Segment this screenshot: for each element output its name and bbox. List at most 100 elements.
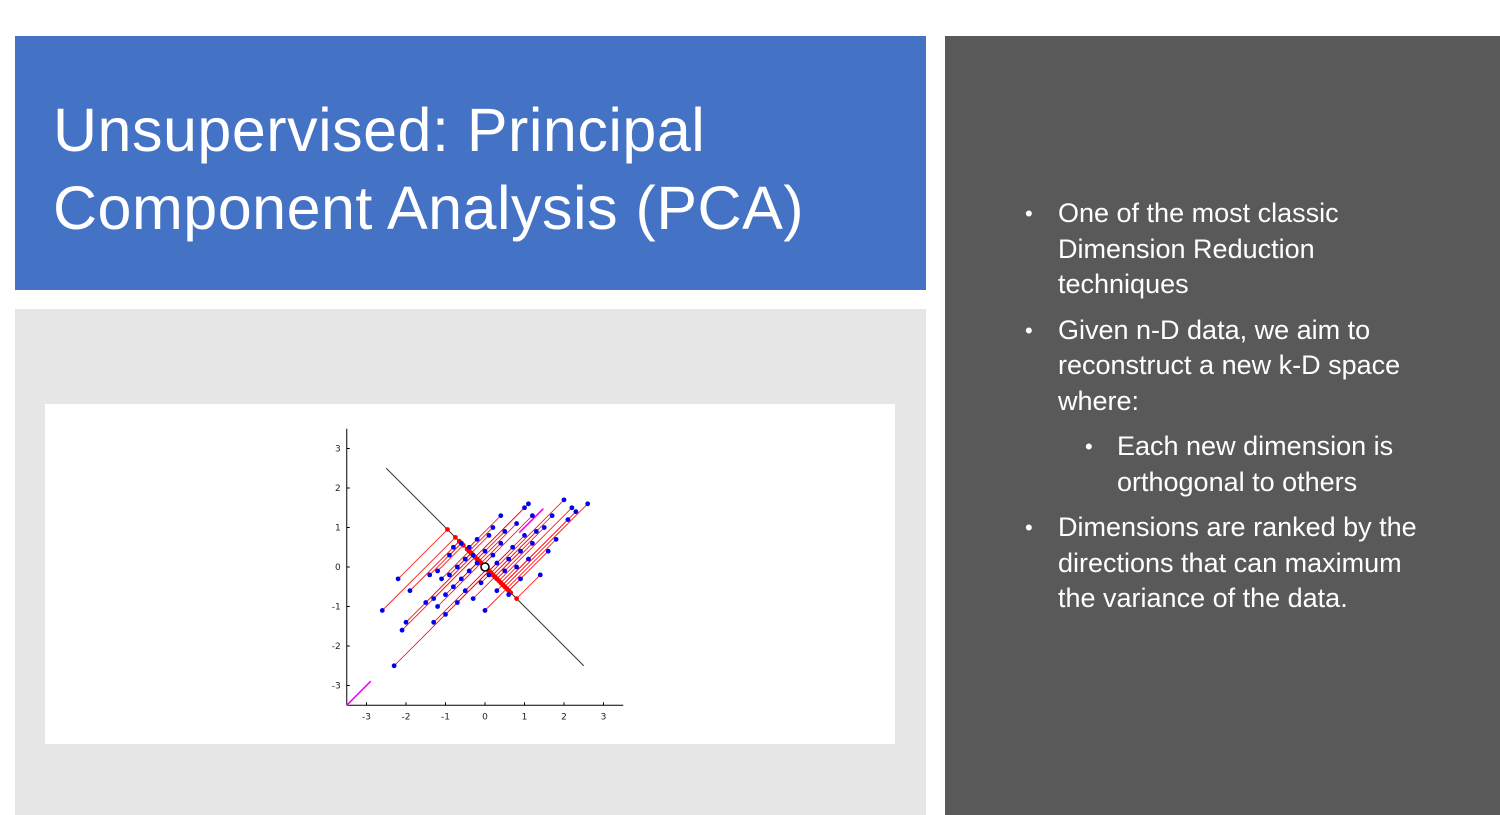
projection-line: [498, 507, 573, 582]
x-tick-label: 2: [561, 712, 567, 722]
projection-line: [508, 550, 549, 591]
projection-line: [425, 554, 474, 603]
data-point: [395, 576, 401, 582]
data-point: [486, 533, 492, 538]
data-point: [490, 525, 496, 530]
data-point: [553, 536, 559, 542]
projection-line: [441, 550, 470, 580]
data-point: [486, 572, 492, 578]
bullet-dot-icon: •: [1025, 317, 1033, 343]
bullet-text: Given n-D data, we aim to reconstruct a …: [1058, 314, 1401, 416]
data-point: [431, 596, 437, 601]
y-tick-label: 1: [335, 524, 341, 534]
data-point: [458, 576, 464, 582]
data-point: [482, 608, 488, 613]
projection-line: [484, 588, 508, 611]
data-point: [545, 548, 551, 554]
projection-line: [397, 529, 448, 580]
data-point: [585, 501, 591, 507]
projection-line: [478, 523, 517, 562]
sub-bullet-item: • Each new dimension is orthogonal to oth…: [1025, 429, 1445, 500]
y-tick-label: -2: [332, 642, 341, 652]
data-point: [518, 548, 523, 554]
data-point: [447, 572, 452, 578]
bullet-dot-icon: •: [1025, 515, 1033, 540]
data-point: [565, 517, 571, 522]
projected-point: [496, 578, 502, 584]
data-point: [502, 568, 508, 574]
data-point: [439, 576, 444, 582]
data-point: [522, 505, 527, 511]
data-point: [451, 584, 456, 590]
projection-line: [464, 568, 488, 591]
data-point: [533, 529, 539, 534]
projection-line: [488, 535, 525, 572]
x-tick-label: -3: [362, 712, 371, 722]
y-tick-label: 3: [335, 445, 341, 455]
data-point: [561, 497, 567, 503]
data-point: [454, 564, 460, 570]
projection-line: [437, 562, 482, 607]
y-tick-label: 2: [335, 484, 341, 494]
data-point: [399, 627, 405, 633]
data-point: [454, 600, 460, 605]
bullet-text: Each new dimension is orthogonal to othe…: [1117, 431, 1394, 497]
projection-line: [500, 566, 517, 584]
projection-line: [429, 543, 462, 576]
projection-line: [496, 543, 533, 580]
data-point: [466, 568, 472, 574]
projection-line: [490, 499, 565, 574]
projection-line: [382, 537, 456, 611]
projection-line: [504, 503, 588, 588]
bullet-dot-icon: •: [1085, 434, 1093, 459]
projection-line: [433, 556, 476, 599]
data-point: [494, 560, 500, 566]
projected-point: [445, 527, 450, 532]
data-point: [431, 619, 437, 625]
bullet-text: Dimensions are ranked by the directions …: [1058, 512, 1417, 613]
data-point: [470, 552, 476, 558]
data-point: [470, 596, 476, 601]
data-point: [514, 521, 519, 526]
projection-line: [476, 531, 506, 560]
projection-line: [474, 503, 529, 558]
x-tick-label: 3: [601, 712, 607, 722]
data-point: [462, 588, 468, 594]
data-point: [514, 564, 519, 570]
bullet-text: One of the most classic Dimension Reduct…: [1058, 198, 1339, 299]
data-point: [482, 548, 488, 554]
data-point: [466, 544, 472, 550]
projection-line: [472, 576, 496, 599]
data-point: [522, 533, 527, 538]
projection-line: [457, 570, 490, 603]
data-point: [462, 556, 468, 562]
image-panel: -3 -2 -1 0 1 2 3 3 2 1 0 -1 -2 -3: [15, 309, 926, 815]
projection-line: [492, 515, 553, 576]
data-point: [423, 600, 429, 605]
data-point: [379, 608, 385, 613]
x-tick-label: -1: [441, 712, 450, 722]
data-point: [526, 556, 531, 562]
data-point: [510, 544, 516, 550]
y-tick-label: -3: [332, 682, 341, 692]
projection-line: [470, 535, 490, 554]
x-tick-label: 0: [482, 712, 488, 722]
mean-point: [480, 562, 490, 572]
data-point: [518, 576, 523, 582]
x-tick-label: 1: [522, 712, 528, 722]
data-point: [447, 552, 452, 558]
x-tick-label: -2: [402, 712, 411, 722]
bullet-panel: • One of the most classic Dimension Reduc…: [945, 36, 1500, 815]
data-point: [490, 552, 496, 558]
data-point: [573, 509, 579, 515]
projection-line: [480, 543, 502, 564]
y-tick-label: 0: [335, 563, 341, 573]
data-point: [526, 501, 531, 507]
data-point: [474, 536, 480, 542]
data-point: [498, 540, 504, 546]
data-point: [451, 544, 456, 550]
title-panel: Unsupervised: Principal Component Analys…: [15, 36, 926, 290]
data-point: [569, 505, 575, 511]
bullet-dot-icon: •: [1025, 201, 1033, 226]
slide-title: Unsupervised: Principal Component Analys…: [53, 96, 805, 242]
